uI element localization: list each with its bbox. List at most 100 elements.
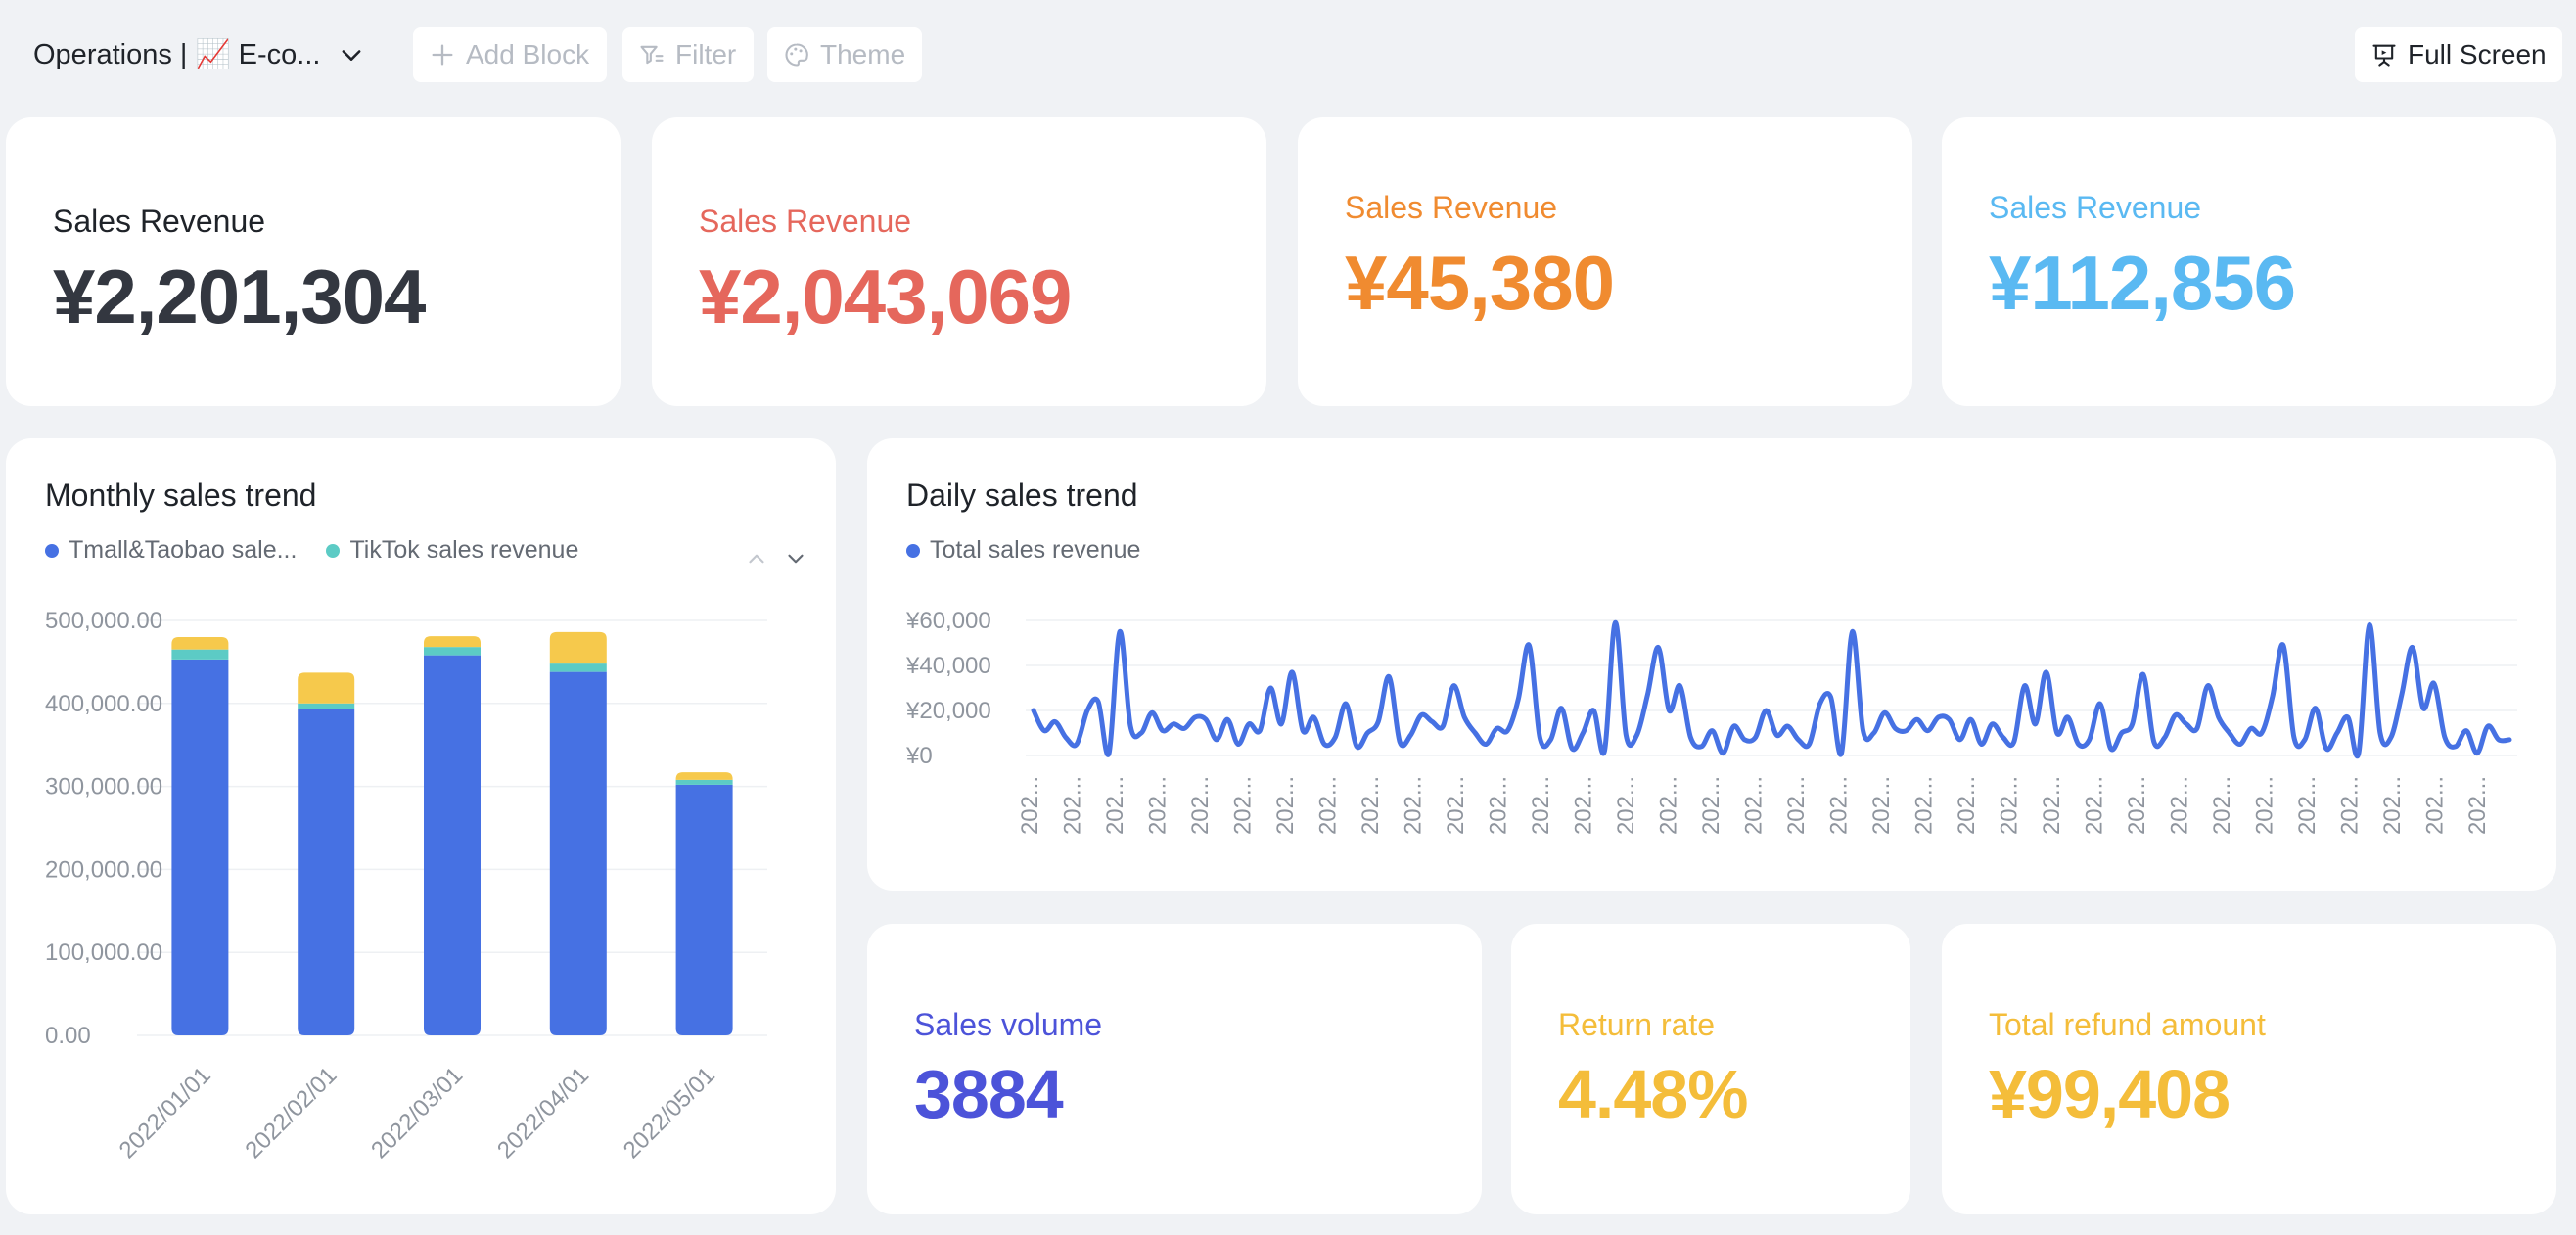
x-tick-label: 202... <box>1613 776 1639 835</box>
filter-button[interactable]: Filter <box>622 27 754 82</box>
x-tick-label: 202... <box>1230 776 1257 835</box>
x-tick-label: 202... <box>1826 776 1853 835</box>
kpi-value: 4.48% <box>1558 1056 1748 1132</box>
plus-icon <box>432 44 453 66</box>
chart-title: Monthly sales trend <box>45 478 317 513</box>
x-tick-label: 202... <box>2294 776 2321 835</box>
x-tick-label: 2022/03/01 <box>366 1062 468 1164</box>
x-tick-label: 202... <box>1997 776 2023 835</box>
x-tick-label: 202... <box>1486 776 1512 835</box>
series-line <box>1031 619 2512 759</box>
bar-segment <box>171 649 229 660</box>
dashboard-title: Operations | 📈 E-co... <box>33 39 321 70</box>
kpi-card-sales-revenue-total: Sales Revenue ¥2,201,304 <box>6 117 621 406</box>
chevron-down-icon[interactable] <box>783 546 808 572</box>
legend-dot <box>326 543 341 558</box>
kpi-value: ¥2,043,069 <box>699 253 1072 340</box>
monthly-sales-trend-card: Monthly sales trend Tmall&Taobao sale...… <box>6 438 836 1214</box>
x-tick-label: 202... <box>1187 776 1214 835</box>
monthly-bar-chart: 0.00 100,000.00 200,000.00 300,000.00 400,00… <box>45 608 767 1164</box>
x-tick-label: 2022/04/01 <box>492 1062 594 1164</box>
chart-legend: Tmall&Taobao sale... TikTok sales revenu… <box>45 536 578 565</box>
x-tick-label: 202... <box>2209 776 2235 835</box>
bar-segment <box>424 655 481 1035</box>
x-tick-label: 202... <box>1102 776 1128 835</box>
x-tick-label: 202... <box>1741 776 1768 835</box>
x-tick-label: 202... <box>2124 776 2150 835</box>
y-tick-label: 0.00 <box>45 1023 91 1049</box>
filter-label: Filter <box>675 39 737 69</box>
theme-button[interactable]: Theme <box>767 27 922 82</box>
full-screen-label: Full Screen <box>2408 39 2547 69</box>
kpi-value: 3884 <box>914 1056 1064 1132</box>
kpi-label: Sales volume <box>914 1007 1103 1042</box>
chart-legend: Total sales revenue <box>906 536 1140 565</box>
bar-segment <box>675 784 733 1035</box>
y-tick-label: ¥40,000 <box>905 653 991 679</box>
x-tick-label: 202... <box>1017 776 1043 835</box>
bar-segment <box>298 703 355 709</box>
chevron-down-icon <box>343 50 361 61</box>
x-tick-label: 202... <box>1868 776 1895 835</box>
kpi-label: Sales Revenue <box>53 204 266 239</box>
chevron-up-icon[interactable] <box>744 546 769 572</box>
legend-dot <box>45 543 59 558</box>
x-tick-label: 202... <box>1315 776 1342 835</box>
y-tick-label: 200,000.00 <box>45 856 162 883</box>
x-tick-label: 202... <box>1911 776 1938 835</box>
x-tick-label: 202... <box>1954 776 1980 835</box>
kpi-card-total-refund-amount: Total refund amount ¥99,408 <box>1942 924 2556 1214</box>
bar-segment <box>298 709 355 1035</box>
x-tick-label: 202... <box>2252 776 2278 835</box>
x-tick-label: 202... <box>2464 776 2491 835</box>
kpi-value: ¥45,380 <box>1345 240 1615 326</box>
palette-icon <box>785 43 808 67</box>
x-tick-label: 202... <box>1571 776 1597 835</box>
legend-dot <box>906 543 920 558</box>
add-block-button[interactable]: Add Block <box>413 27 607 82</box>
add-block-label: Add Block <box>466 39 590 69</box>
legend-item[interactable]: Tmall&Taobao sale... <box>69 536 298 564</box>
theme-label: Theme <box>820 39 906 69</box>
x-tick-label: 202... <box>1783 776 1810 835</box>
x-tick-label: 202... <box>2167 776 2193 835</box>
x-tick-label: 202... <box>1401 776 1427 835</box>
kpi-card-sales-revenue-tiktok: Sales Revenue ¥45,380 <box>1298 117 1912 406</box>
legend-item[interactable]: Total sales revenue <box>930 536 1141 564</box>
daily-sales-trend-card: Daily sales trend Total sales revenue ¥0… <box>867 438 2556 891</box>
kpi-label: Return rate <box>1558 1007 1716 1042</box>
x-tick-label: 202... <box>1272 776 1299 835</box>
bar-segment <box>298 672 355 704</box>
bar-segment <box>549 671 607 1035</box>
bar-segment <box>549 663 607 672</box>
x-tick-label: 202... <box>1060 776 1086 835</box>
y-tick-label: ¥0 <box>905 743 933 769</box>
x-tick-label: 202... <box>1443 776 1469 835</box>
chart-title: Daily sales trend <box>906 478 1138 513</box>
filter-icon <box>640 45 664 65</box>
x-tick-label: 202... <box>2082 776 2108 835</box>
x-tick-label: 202... <box>2039 776 2065 835</box>
kpi-card-sales-revenue-tmall: Sales Revenue ¥2,043,069 <box>652 117 1266 406</box>
x-tick-label: 2022/01/01 <box>115 1062 216 1164</box>
x-tick-label: 202... <box>2337 776 2364 835</box>
x-tick-label: 202... <box>1357 776 1384 835</box>
legend-item[interactable]: TikTok sales revenue <box>349 536 579 564</box>
y-tick-label: 100,000.00 <box>45 939 162 966</box>
y-tick-label: 400,000.00 <box>45 691 162 717</box>
full-screen-button[interactable]: Full Screen <box>2355 27 2562 82</box>
kpi-label: Total refund amount <box>1989 1007 2266 1042</box>
kpi-value: ¥2,201,304 <box>53 253 426 340</box>
presentation-icon <box>2372 44 2396 67</box>
y-tick-label: ¥20,000 <box>905 698 991 724</box>
x-tick-label: 202... <box>2379 776 2406 835</box>
kpi-value: ¥99,408 <box>1989 1056 2231 1132</box>
x-tick-label: 2022/02/01 <box>240 1062 342 1164</box>
bar-segment <box>549 631 607 664</box>
bar-segment <box>424 636 481 648</box>
x-tick-label: 202... <box>2422 776 2449 835</box>
x-tick-label: 202... <box>1528 776 1554 835</box>
dashboard-title-dropdown[interactable]: Operations | 📈 E-co... <box>33 27 365 82</box>
bar-segment <box>675 779 733 785</box>
bar-segment <box>424 647 481 656</box>
